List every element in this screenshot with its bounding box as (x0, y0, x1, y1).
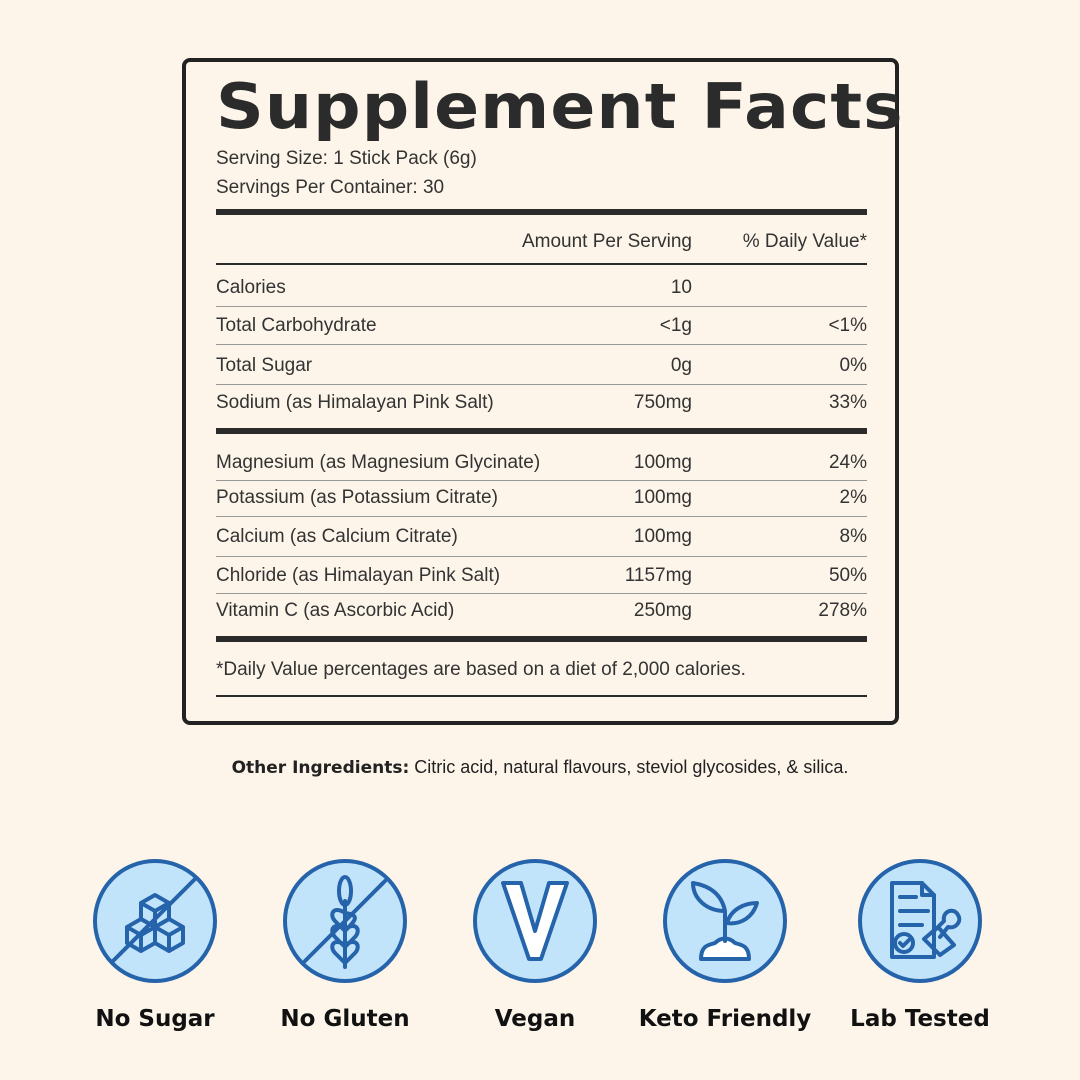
divider (216, 556, 867, 557)
wheat-crossed-icon (283, 859, 407, 983)
panel-title: Supplement Facts (216, 70, 904, 143)
serving-size: Serving Size: 1 Stick Pack (6g) (216, 148, 477, 169)
badge-label: No Sugar (95, 1006, 215, 1032)
table-row: Sodium (as Himalayan Pink Salt) 750mg 33% (216, 392, 867, 413)
cell-dv: 33% (828, 392, 867, 413)
cell-name: Total Sugar (216, 355, 313, 376)
divider (216, 480, 867, 481)
cell-amount: 100mg (633, 452, 692, 473)
table-row: Potassium (as Potassium Citrate) 100mg 2% (216, 487, 867, 508)
badge-keto-friendly: Keto Friendly (639, 856, 811, 1032)
cell-amount: 100mg (633, 487, 692, 508)
cell-name: Total Carbohydrate (216, 315, 377, 336)
cell-name: Calcium (as Calcium Citrate) (216, 526, 458, 547)
footnote: *Daily Value percentages are based on a … (216, 659, 746, 680)
cell-dv: <1% (828, 315, 867, 336)
badge-label: Lab Tested (850, 1006, 990, 1032)
document-stamp-icon (858, 859, 982, 983)
cell-name: Calories (216, 277, 286, 298)
table-row: Vitamin C (as Ascorbic Acid) 250mg 278% (216, 600, 867, 621)
cell-amount: 10 (670, 277, 692, 298)
supplement-facts-panel (182, 58, 899, 725)
v-letter-icon (473, 859, 597, 983)
cell-amount: 100mg (633, 526, 692, 547)
table-row: Chloride (as Himalayan Pink Salt) 1157mg 5… (216, 565, 867, 586)
cell-dv: 24% (828, 452, 867, 473)
table-row: Total Sugar 0g 0% (216, 355, 867, 376)
divider (216, 636, 867, 642)
cell-dv: 8% (839, 526, 867, 547)
cell-dv: 278% (818, 600, 867, 621)
divider (216, 516, 867, 517)
cell-amount: 0g (670, 355, 692, 376)
divider (216, 344, 867, 345)
other-ingredients-text: Citric acid, natural flavours, steviol g… (409, 757, 849, 777)
divider (216, 428, 867, 434)
table-row: Magnesium (as Magnesium Glycinate) 100mg 2… (216, 452, 867, 473)
divider (216, 593, 867, 594)
cell-name: Magnesium (as Magnesium Glycinate) (216, 452, 541, 473)
other-ingredients-label: Other Ingredients: (231, 758, 410, 778)
badge-label: Vegan (494, 1006, 576, 1032)
cell-name: Vitamin C (as Ascorbic Acid) (216, 600, 455, 621)
sugar-cubes-crossed-icon (93, 859, 217, 983)
amount-header: Amount Per Serving (521, 231, 692, 252)
cell-amount: 750mg (633, 392, 692, 413)
badge-no-gluten: No Gluten (280, 856, 410, 1032)
cell-name: Chloride (as Himalayan Pink Salt) (216, 565, 501, 586)
badge-no-sugar: No Sugar (90, 856, 220, 1032)
divider (216, 384, 867, 385)
table-header: Amount Per Serving % Daily Value* (216, 231, 867, 252)
table-row: Total Carbohydrate <1g <1% (216, 315, 867, 336)
badge-label: Keto Friendly (638, 1006, 812, 1032)
cell-amount: 1157mg (624, 565, 692, 586)
divider (216, 263, 867, 265)
cell-name: Sodium (as Himalayan Pink Salt) (216, 392, 494, 413)
dv-header: % Daily Value* (742, 231, 867, 252)
cell-dv: 0% (839, 355, 867, 376)
badge-lab-tested: Lab Tested (850, 856, 990, 1032)
cell-dv: 2% (839, 487, 867, 508)
divider-thick (216, 209, 867, 215)
cell-name: Potassium (as Potassium Citrate) (216, 487, 498, 508)
divider (216, 306, 867, 307)
cell-amount: 250mg (633, 600, 692, 621)
badge-vegan: Vegan (470, 856, 600, 1032)
cell-amount: <1g (659, 315, 692, 336)
badge-label: No Gluten (280, 1006, 410, 1032)
divider (216, 695, 867, 697)
table-row: Calcium (as Calcium Citrate) 100mg 8% (216, 526, 867, 547)
other-ingredients: Other Ingredients: Citric acid, natural … (0, 757, 1080, 778)
table-row: Calories 10 (216, 277, 867, 298)
cell-dv: 50% (828, 565, 867, 586)
sprout-icon (663, 859, 787, 983)
servings-per-container: Servings Per Container: 30 (216, 177, 445, 198)
